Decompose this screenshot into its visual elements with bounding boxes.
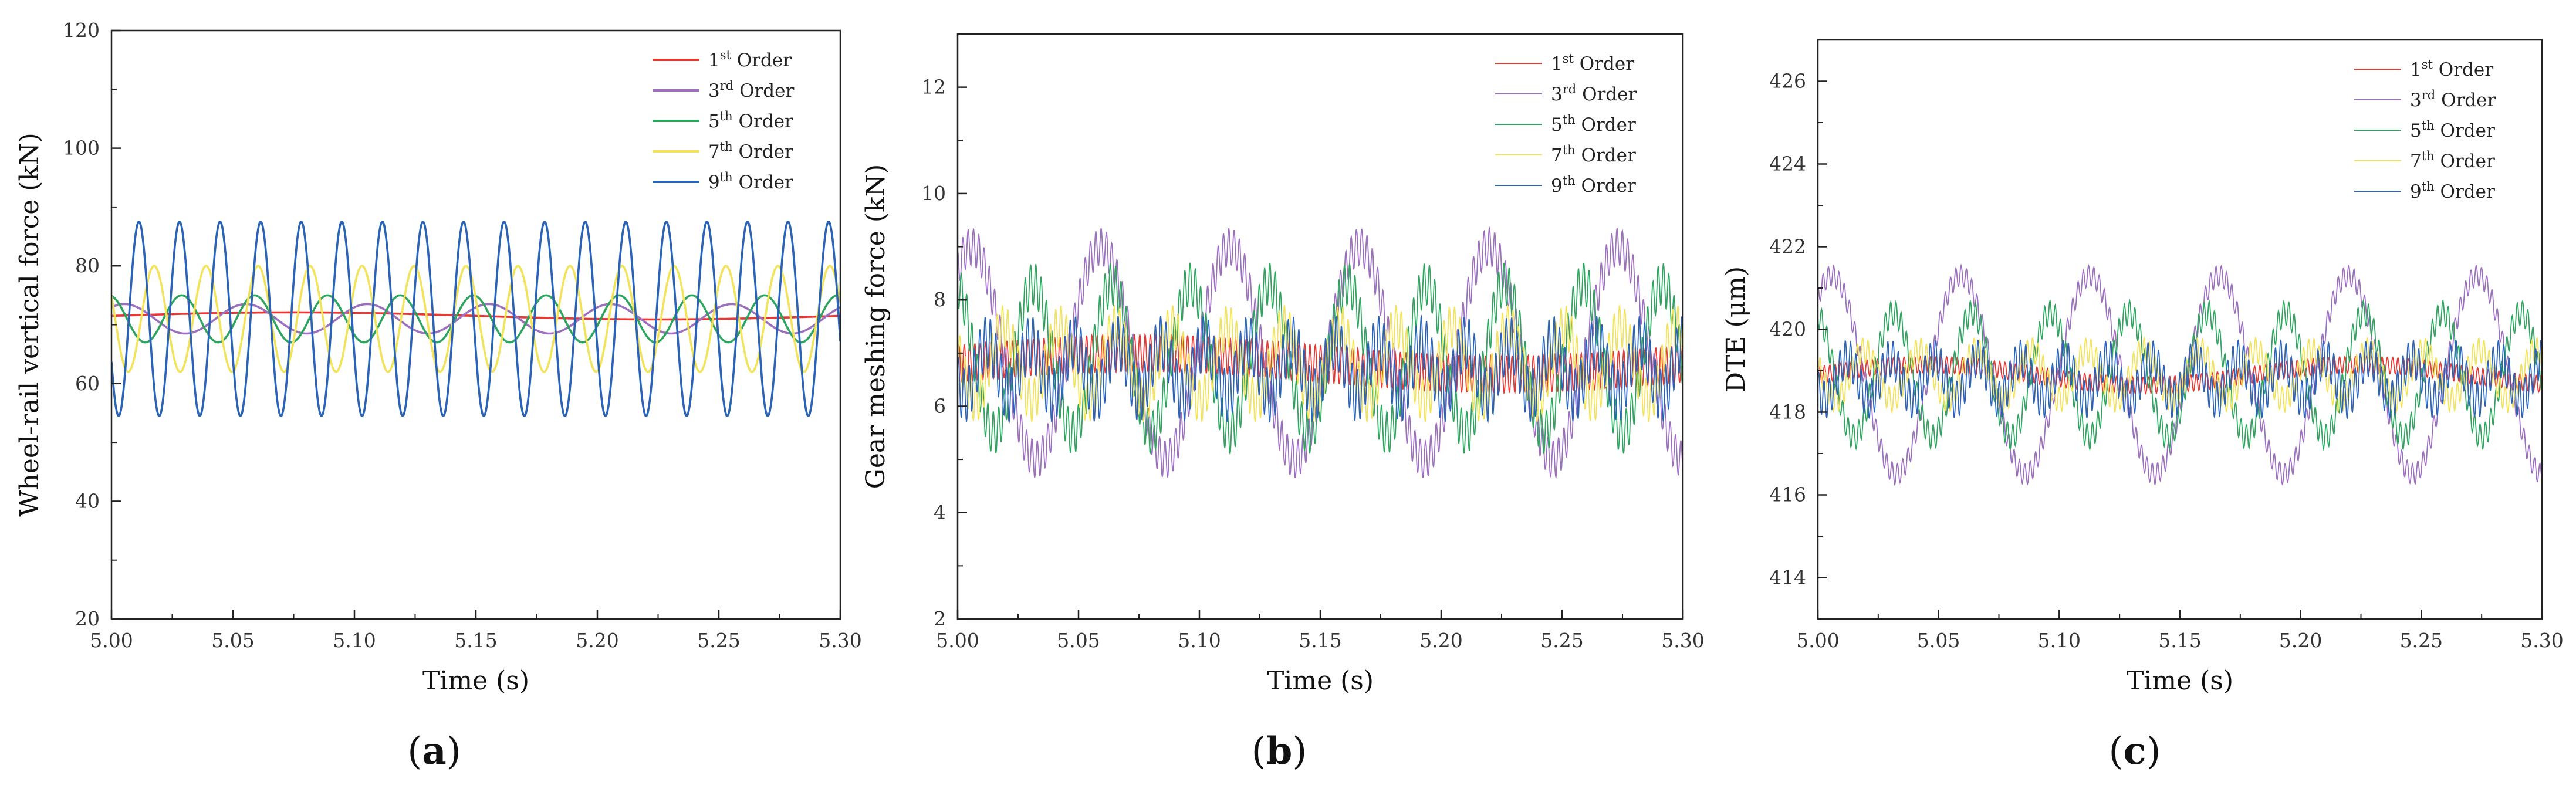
panel-label: (a) — [407, 729, 461, 773]
y-tick-label: 80 — [75, 254, 100, 277]
x-tick-label: 5.20 — [2279, 629, 2322, 652]
y-tick-label: 420 — [1769, 318, 1806, 341]
y-tick-label: 418 — [1769, 401, 1806, 424]
series-line-4 — [958, 304, 1683, 424]
chart-panel-a: 5.00 5.05 5.10 5.15 5.20 5.25 5.30 20 40 60 80 100 1… — [15, 19, 862, 696]
legend-label: 1st Order — [1551, 52, 1634, 75]
x-tick-label: 5.30 — [819, 629, 861, 652]
series-line-3 — [958, 262, 1683, 455]
y-axis-label: Gear meshing force (kN) — [861, 164, 891, 489]
x-tick-label: 5.20 — [1419, 629, 1462, 652]
x-axis-label: Time (s) — [422, 666, 529, 696]
y-tick-label: 4 — [934, 501, 946, 524]
legend: 1st Order 3rd Order 5th Order 7th Order 9th … — [653, 48, 794, 193]
x-axis-label: Time (s) — [1267, 666, 1374, 696]
x-tick-label: 5.10 — [333, 629, 376, 652]
x-tick-label: 5.15 — [454, 629, 497, 652]
legend-label: 9th Order — [1551, 174, 1636, 197]
x-tick-label: 5.00 — [1796, 629, 1839, 652]
y-tick-label: 60 — [75, 372, 100, 395]
y-axis-label: DTE (μm) — [1721, 266, 1751, 392]
x-tick-label: 5.10 — [2038, 629, 2081, 652]
series-line-3 — [1818, 298, 2542, 452]
legend-label: 5th Order — [708, 109, 793, 132]
chart-panel-b: 5.00 5.05 5.10 5.15 5.20 5.25 5.30 2 4 6 8 10 12 Time… — [861, 33, 1705, 696]
x-tick-label: 5.15 — [1299, 629, 1341, 652]
series-line-2 — [1818, 263, 2542, 486]
y-tick-label: 2 — [934, 607, 946, 630]
series-line-5 — [1818, 339, 2542, 419]
chart-panel-c: 5.00 5.05 5.10 5.15 5.20 5.25 5.30 414 416 418 420… — [1721, 39, 2564, 696]
panel-label: (b) — [1252, 729, 1307, 773]
y-tick-label: 8 — [934, 288, 946, 311]
series-group — [958, 226, 1683, 479]
series-group — [111, 221, 840, 418]
series-line-5 — [111, 221, 840, 418]
x-tick-label: 5.25 — [2400, 629, 2443, 652]
series-line-4 — [1818, 336, 2542, 414]
legend: 1st Order 3rd Order 5th Order 7th Order 9th … — [2354, 57, 2496, 202]
series-line-1 — [111, 311, 840, 321]
x-tick-label: 5.05 — [211, 629, 254, 652]
charts-root: 5.00 5.05 5.10 5.15 5.20 5.25 5.30 20 40 60 80 100 1… — [15, 19, 2564, 773]
x-tick-label: 5.00 — [90, 629, 133, 652]
y-tick-label: 424 — [1769, 153, 1806, 175]
y-tick-label: 426 — [1769, 70, 1806, 93]
y-tick-label: 416 — [1769, 483, 1806, 506]
y-tick-label: 6 — [934, 394, 946, 417]
legend-label: 7th Order — [2410, 149, 2495, 172]
x-tick-label: 5.20 — [576, 629, 618, 652]
legend-label: 7th Order — [1551, 143, 1636, 166]
x-axis-label: Time (s) — [2127, 666, 2233, 696]
legend-label: 7th Order — [708, 140, 793, 163]
panel-label: (c) — [2109, 729, 2161, 773]
legend-label: 5th Order — [2410, 119, 2495, 141]
y-tick-label: 414 — [1769, 566, 1806, 589]
y-tick-label: 120 — [63, 19, 100, 42]
y-axis-label: Wheel-rail vertical force (kN) — [15, 133, 45, 517]
legend: 1st Order 3rd Order 5th Order 7th Order 9th … — [1495, 52, 1637, 197]
x-tick-label: 5.05 — [1917, 629, 1960, 652]
legend-label: 1st Order — [708, 48, 792, 71]
x-tick-label: 5.25 — [1540, 629, 1583, 652]
legend-label: 3rd Order — [1551, 82, 1637, 105]
y-tick-label: 12 — [921, 76, 946, 99]
y-tick-label: 20 — [75, 607, 100, 630]
legend-label: 1st Order — [2410, 57, 2493, 80]
y-tick-label: 40 — [75, 489, 100, 512]
y-tick-label: 100 — [63, 137, 100, 160]
x-tick-label: 5.30 — [1661, 629, 1704, 652]
x-tick-label: 5.30 — [2520, 629, 2563, 652]
x-tick-label: 5.25 — [697, 629, 740, 652]
x-tick-label: 5.05 — [1057, 629, 1100, 652]
x-tick-label: 5.15 — [2158, 629, 2201, 652]
legend-label: 3rd Order — [708, 79, 794, 101]
legend-label: 9th Order — [708, 170, 793, 193]
y-tick-label: 10 — [921, 182, 946, 205]
legend-label: 5th Order — [1551, 113, 1636, 136]
series-line-2 — [111, 303, 840, 335]
series-line-5 — [958, 314, 1683, 424]
x-tick-label: 5.10 — [1178, 629, 1221, 652]
legend-label: 9th Order — [2410, 180, 2495, 202]
y-tick-label: 422 — [1769, 235, 1806, 258]
x-tick-label: 5.00 — [936, 629, 979, 652]
legend-label: 3rd Order — [2410, 88, 2496, 111]
series-group — [1818, 263, 2542, 486]
